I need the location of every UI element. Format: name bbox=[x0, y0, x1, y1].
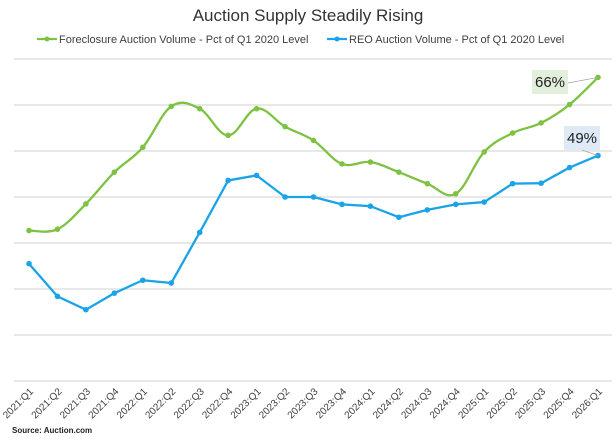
label-background bbox=[564, 126, 600, 150]
legend-label: Foreclosure Auction Volume - Pct of Q1 2… bbox=[59, 34, 308, 46]
end-label-foreclosure: 66% bbox=[532, 70, 599, 94]
data-point bbox=[196, 105, 203, 112]
series-line bbox=[28, 76, 599, 233]
data-point bbox=[54, 226, 61, 232]
x-tick-label: 2026:Q1 bbox=[570, 386, 605, 421]
leader-line bbox=[581, 149, 599, 156]
gridlines bbox=[14, 58, 612, 382]
data-point bbox=[452, 190, 459, 197]
chart-title: Auction Supply Steadily Rising bbox=[193, 6, 424, 25]
data-point bbox=[538, 120, 544, 126]
data-labels: 66% 49% bbox=[532, 70, 600, 156]
data-point bbox=[339, 201, 345, 208]
data-point bbox=[367, 203, 374, 209]
data-point bbox=[196, 229, 203, 236]
data-label: 49% bbox=[567, 130, 597, 147]
data-point bbox=[424, 207, 431, 213]
data-point bbox=[566, 101, 573, 108]
data-point bbox=[225, 132, 231, 139]
data-point bbox=[481, 149, 488, 155]
data-point bbox=[26, 227, 32, 234]
data-point bbox=[253, 105, 260, 112]
end-label-reo: 49% bbox=[564, 126, 600, 156]
data-point bbox=[253, 172, 260, 179]
label-background bbox=[532, 70, 568, 94]
data-point bbox=[111, 290, 118, 296]
data-point bbox=[26, 260, 32, 267]
series-group bbox=[26, 74, 601, 313]
data-point bbox=[225, 177, 231, 184]
source-note: Source: Auction.com bbox=[12, 426, 92, 435]
data-point bbox=[140, 144, 146, 151]
legend-marker bbox=[334, 36, 340, 42]
data-point bbox=[83, 306, 89, 313]
data-point bbox=[310, 194, 317, 200]
x-axis-tick-labels: 2021:Q12021:Q22021:Q32021:Q42022:Q12022:… bbox=[1, 386, 605, 421]
data-point bbox=[168, 103, 175, 110]
data-point bbox=[168, 280, 175, 286]
series-foreclosure bbox=[26, 74, 601, 234]
data-point bbox=[509, 180, 516, 187]
leader-line bbox=[567, 77, 599, 84]
data-point bbox=[111, 169, 118, 175]
data-point bbox=[538, 180, 544, 186]
data-point bbox=[396, 169, 402, 175]
legend-marker bbox=[44, 36, 50, 42]
data-point bbox=[310, 137, 317, 144]
data-point bbox=[452, 201, 459, 208]
series-reo bbox=[26, 152, 601, 313]
data-point bbox=[54, 293, 61, 300]
legend: Foreclosure Auction Volume - Pct of Q1 2… bbox=[37, 34, 564, 46]
data-point bbox=[140, 277, 146, 284]
data-point bbox=[282, 194, 288, 200]
data-point bbox=[339, 161, 345, 167]
data-point bbox=[367, 159, 374, 165]
data-point bbox=[282, 123, 288, 130]
series-line bbox=[28, 154, 599, 311]
data-point bbox=[509, 130, 516, 136]
data-point bbox=[481, 199, 488, 205]
data-point bbox=[83, 201, 89, 207]
legend-label: REO Auction Volume - Pct of Q1 2020 Leve… bbox=[349, 34, 564, 46]
data-point bbox=[424, 180, 431, 187]
data-label: 66% bbox=[535, 74, 565, 91]
data-point bbox=[595, 74, 601, 81]
data-point bbox=[566, 164, 573, 171]
data-point bbox=[396, 214, 402, 221]
